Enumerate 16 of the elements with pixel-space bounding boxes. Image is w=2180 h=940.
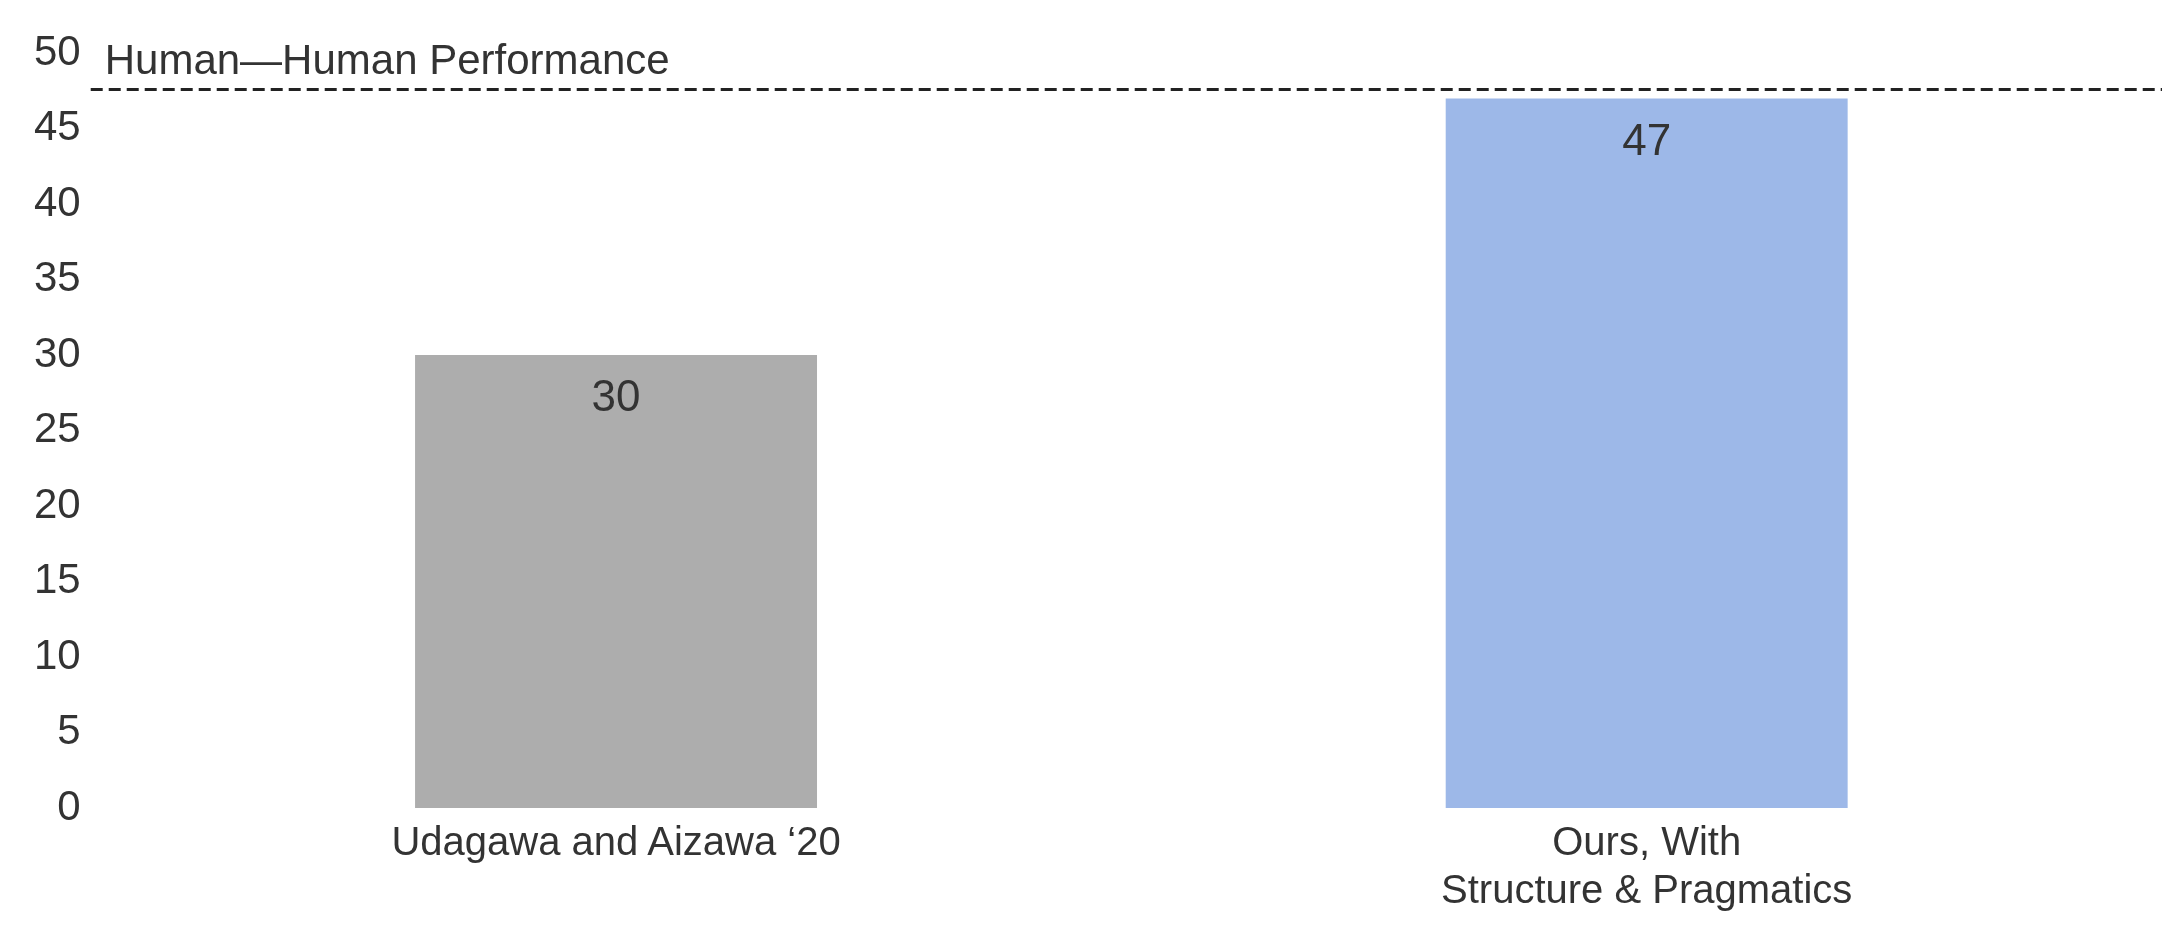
y-tick-label: 50 <box>34 26 81 74</box>
x-tick-label: Ours, With Structure & Pragmatics <box>1441 819 1853 912</box>
x-tick-label: Udagawa and Aizawa ‘20 <box>391 819 841 864</box>
y-tick-label: 20 <box>34 479 81 527</box>
y-tick-label: 30 <box>34 328 81 376</box>
y-tick-label: 45 <box>34 102 81 150</box>
y-tick-label: 15 <box>34 555 81 603</box>
y-tick-label: 0 <box>57 781 81 829</box>
y-tick-label: 35 <box>34 253 81 301</box>
y-tick-label: 40 <box>34 177 81 225</box>
data-label: 30 <box>591 371 641 421</box>
y-tick-label: 10 <box>34 630 81 678</box>
y-tick-label: 5 <box>57 706 81 754</box>
y-tick-label: 25 <box>34 404 81 452</box>
ref-line-label: Human—Human Performance <box>104 36 670 84</box>
data-label: 47 <box>1622 114 1672 164</box>
